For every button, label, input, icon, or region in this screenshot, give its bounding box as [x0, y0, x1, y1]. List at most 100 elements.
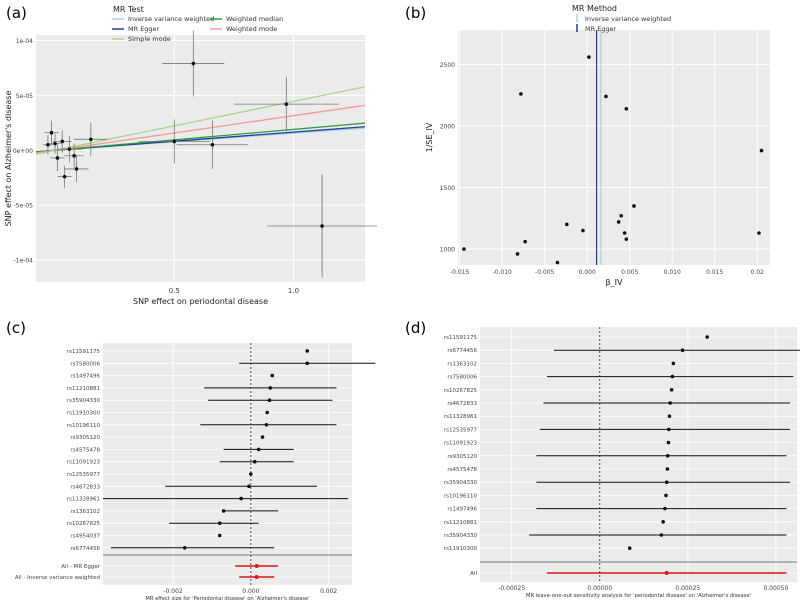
estimate-point [669, 388, 674, 392]
snp-point [581, 228, 585, 233]
estimate-point [664, 493, 668, 498]
x-tick-label: 0.02 [751, 269, 765, 276]
snp-point [515, 252, 520, 256]
snp-label: rs12535977 [67, 472, 101, 478]
estimate-point [670, 374, 675, 379]
snp-point [757, 231, 761, 235]
estimate-point [268, 386, 273, 390]
summary-label: All [470, 571, 477, 577]
x-axis-label: β_IV [606, 278, 623, 287]
summary-point [254, 564, 259, 568]
y-axis-label: SNP effect on Alzheimer's disease [4, 91, 13, 227]
legend-item: Weighted median [226, 15, 283, 23]
estimate-point [671, 361, 676, 366]
estimate-point [661, 520, 665, 524]
snp-point [523, 239, 527, 244]
legend-item: MR Egger [585, 25, 617, 33]
estimate-point [252, 459, 257, 464]
snp-point [604, 94, 608, 99]
snp-label: rs10267825 [67, 521, 101, 527]
snp-label: rs11591175 [67, 349, 101, 355]
x-axis-label: MR effect size for 'Periodontal disease'… [145, 596, 309, 602]
y-tick-label: -1e-04 [14, 258, 34, 265]
estimate-point [666, 440, 671, 445]
x-tick-label: 0.00025 [675, 585, 700, 592]
estimate-point [665, 467, 670, 471]
estimate-point [663, 506, 667, 511]
snp-label: rs12535977 [444, 427, 478, 433]
estimate-point [705, 335, 709, 339]
plot-background [480, 327, 797, 582]
snp-label: rs11210881 [444, 520, 477, 526]
snp-label: rs1363102 [447, 361, 477, 367]
estimate-point [239, 496, 243, 501]
snp-point [46, 142, 50, 147]
estimate-point [217, 521, 222, 525]
snp-label: rs10267825 [444, 388, 478, 394]
panel-label-b: (b) [405, 4, 426, 22]
x-tick-label: -0.005 [535, 269, 555, 276]
snp-label: rs9305120 [70, 435, 100, 441]
estimate-point [267, 398, 272, 403]
estimate-point [665, 454, 670, 458]
snp-label: rs4954037 [70, 534, 100, 540]
legend-item: MR Egger [128, 25, 160, 33]
snp-point [759, 148, 764, 153]
x-tick-label: 0.010 [664, 269, 681, 276]
snp-point [616, 220, 621, 224]
snp-point [555, 260, 560, 265]
estimate-point [680, 348, 685, 353]
plot-background [458, 30, 770, 265]
snp-label: rs4575478 [70, 447, 100, 453]
snp-point [624, 106, 629, 111]
summary-label: All - MR Egger [61, 564, 100, 570]
estimate-point [182, 546, 187, 550]
snp-point [320, 224, 324, 228]
x-tick-label: 0.00000 [587, 585, 612, 592]
snp-label: rs6774456 [447, 348, 477, 354]
panel-label-a: (a) [6, 4, 27, 22]
y-tick-label: 1e-04 [16, 38, 33, 45]
estimate-point [305, 361, 310, 366]
snp-label: rs6774456 [70, 546, 100, 552]
snp-point [55, 156, 60, 160]
estimate-point [659, 533, 664, 537]
snp-label: rs11091923 [67, 460, 101, 466]
estimate-point [666, 427, 671, 432]
x-tick-label: 0.015 [706, 269, 723, 276]
estimate-point [265, 410, 269, 415]
snp-label: rs11910300 [444, 546, 478, 552]
snp-point [49, 130, 54, 135]
y-tick-label: 1500 [440, 185, 455, 192]
legend-title: MR Method [572, 4, 617, 13]
legend-item: Inverse variance weighted [585, 15, 671, 23]
estimate-point [305, 349, 310, 353]
y-tick-label: 0e+00 [13, 148, 33, 155]
snp-label: rs11591175 [444, 335, 478, 341]
snp-label: rs4672833 [70, 484, 100, 490]
y-tick-label: 1000 [440, 247, 455, 254]
snp-label: rs7580006 [447, 375, 477, 381]
snp-label: rs11328961 [444, 414, 477, 420]
snp-label: rs35904330 [444, 480, 478, 486]
x-tick-label: 0.002 [320, 588, 337, 595]
x-tick-label: 0.000 [242, 588, 259, 595]
snp-label: rs10196110 [444, 493, 478, 499]
estimate-point [217, 533, 222, 538]
estimate-point [667, 414, 672, 419]
legend-title: MR Test [113, 5, 144, 14]
snp-label: rs11910300 [67, 411, 101, 417]
y-tick-label: 2500 [440, 62, 455, 69]
estimate-point [270, 373, 275, 378]
chart-c-forest: rs11591175 rs7580006 rs1497496 rs11210881 rs… [15, 343, 376, 602]
snp-label: rs7580006 [70, 361, 100, 367]
estimate-point [221, 509, 226, 513]
snp-point [587, 55, 591, 59]
y-tick-label: -5e-05 [14, 203, 34, 210]
x-tick-label: 0.005 [621, 269, 638, 276]
estimate-point [260, 435, 265, 439]
snp-point [62, 174, 67, 179]
x-tick-label: 1.0 [288, 287, 299, 295]
x-tick-label: -0.002 [163, 588, 183, 595]
panel-label-d: (d) [405, 319, 426, 337]
